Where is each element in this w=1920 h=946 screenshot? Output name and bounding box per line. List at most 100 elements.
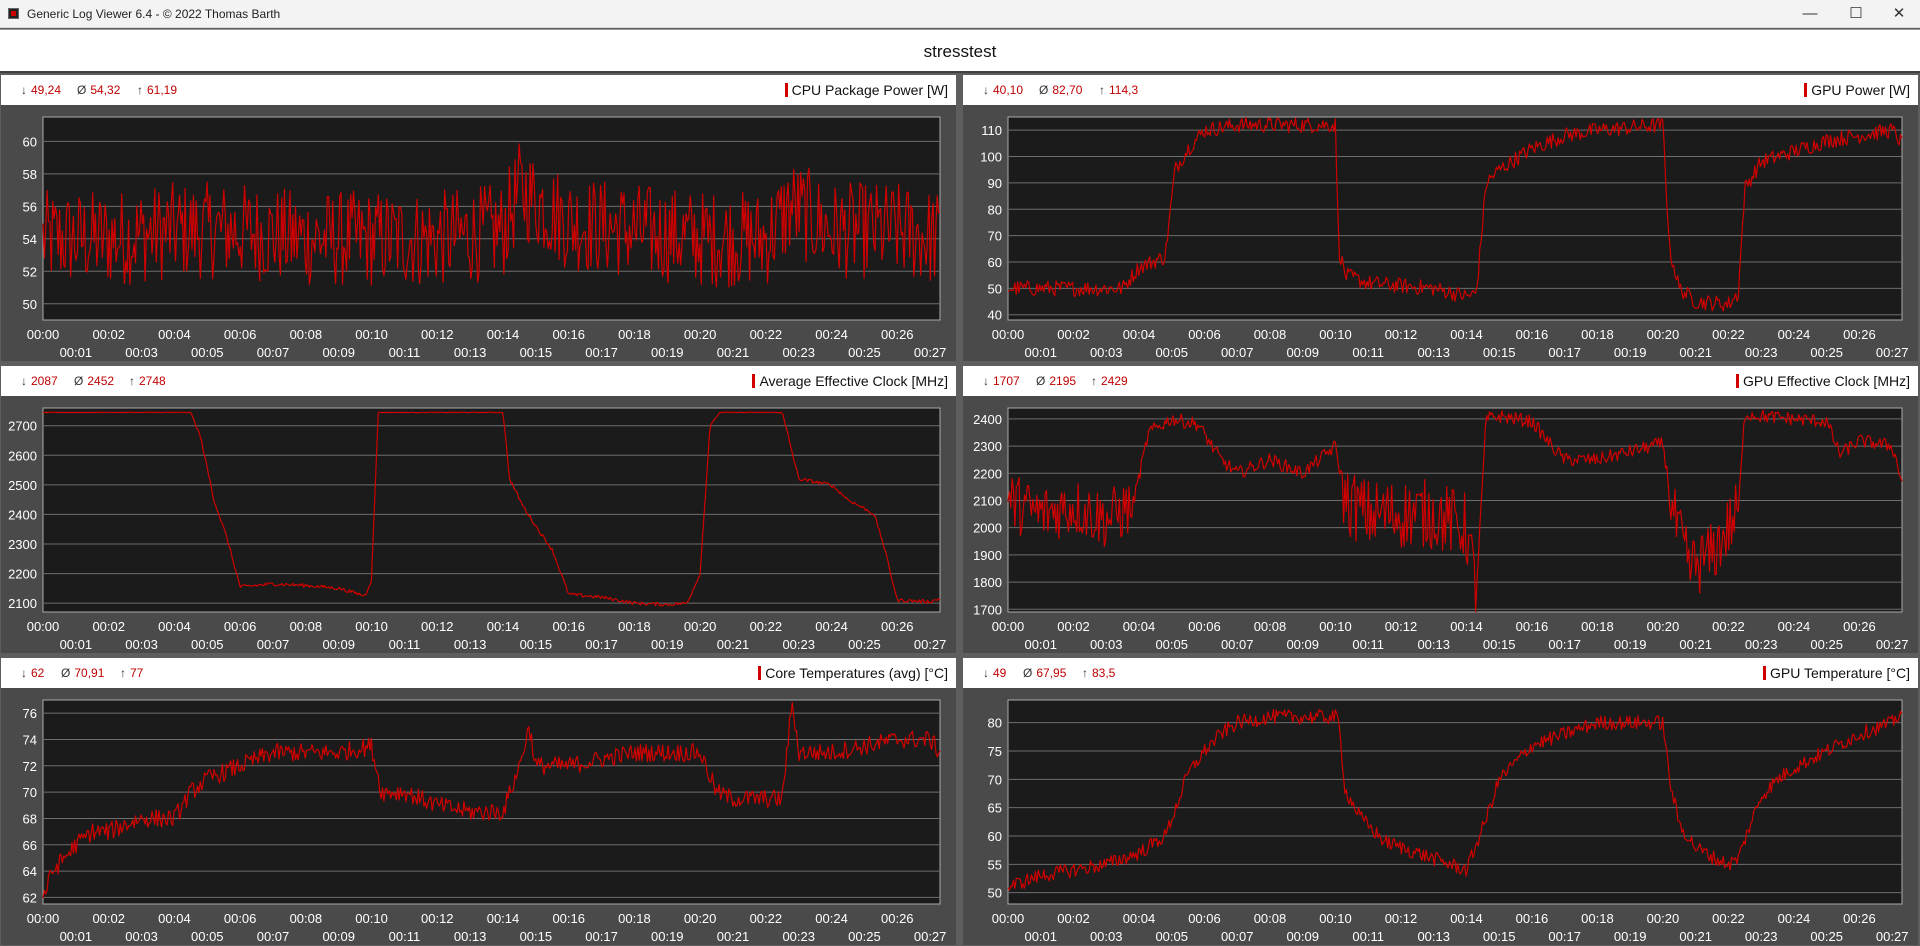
x-tick-label: 00:01 — [60, 929, 93, 944]
x-tick-label: 00:10 — [355, 327, 388, 342]
x-tick-label: 00:25 — [848, 929, 881, 944]
y-tick-label: 55 — [988, 857, 1002, 872]
y-tick-label: 52 — [23, 264, 37, 279]
x-tick-label: 00:10 — [355, 619, 388, 634]
x-tick-label: 00:00 — [992, 619, 1025, 634]
max-arrow-icon: ↑ — [1082, 666, 1088, 680]
x-tick-label: 00:04 — [158, 911, 191, 926]
x-tick-label: 00:17 — [585, 929, 618, 944]
x-tick-label: 00:06 — [1188, 619, 1221, 634]
x-tick-label: 00:03 — [125, 929, 158, 944]
x-tick-label: 00:21 — [717, 345, 750, 360]
close-button[interactable]: ✕ — [1892, 5, 1906, 22]
x-tick-label: 00:18 — [1581, 327, 1614, 342]
x-tick-label: 00:20 — [1647, 327, 1680, 342]
x-tick-label: 00:07 — [1221, 929, 1254, 944]
y-tick-label: 50 — [23, 297, 37, 312]
x-tick-label: 00:15 — [1483, 345, 1516, 360]
y-tick-label: 110 — [981, 123, 1002, 138]
y-tick-label: 40 — [988, 308, 1002, 323]
x-tick-label: 00:13 — [454, 929, 487, 944]
x-tick-label: 00:05 — [191, 637, 224, 652]
x-tick-label: 00:24 — [1778, 327, 1811, 342]
chart-svg: 626466687072747600:0000:0100:0200:0300:0… — [23, 699, 947, 944]
x-tick-label: 00:21 — [1679, 929, 1712, 944]
y-tick-label: 100 — [980, 150, 1002, 165]
y-tick-label: 50 — [988, 886, 1002, 901]
x-tick-label: 00:06 — [224, 327, 257, 342]
x-tick-label: 00:23 — [1745, 929, 1778, 944]
stat-min-value: 40,10 — [993, 83, 1024, 97]
stat-min-value: 49 — [993, 666, 1007, 680]
panel-gpu-effective-clock: ↓ 1707 Ø 2195 ↑ 2429 GPU Effective Clock [M… — [963, 366, 1918, 653]
x-tick-label: 00:21 — [1679, 637, 1712, 652]
y-tick-label: 80 — [988, 716, 1002, 731]
app-icon — [8, 8, 19, 19]
x-tick-label: 00:09 — [322, 345, 355, 360]
y-tick-label: 2600 — [8, 448, 37, 463]
panel-header: ↓ 49,24 Ø 54,32 ↑ 61,19 CPU Package Power [… — [1, 75, 956, 105]
y-tick-label: 65 — [988, 801, 1002, 816]
x-tick-label: 00:26 — [1843, 911, 1876, 926]
x-tick-label: 00:03 — [125, 345, 158, 360]
stat-avg: Ø 54,32 — [77, 83, 120, 97]
y-tick-label: 70 — [988, 229, 1002, 244]
x-tick-label: 00:23 — [782, 345, 815, 360]
stat-max-value: 2429 — [1101, 374, 1128, 388]
x-tick-label: 00:16 — [1516, 911, 1549, 926]
x-tick-label: 00:18 — [618, 619, 651, 634]
stat-avg: Ø 2452 — [74, 374, 114, 388]
x-tick-label: 00:14 — [487, 619, 520, 634]
x-tick-label: 00:05 — [1155, 345, 1188, 360]
x-tick-label: 00:14 — [487, 911, 520, 926]
x-tick-label: 00:18 — [618, 327, 651, 342]
panel-title: GPU Temperature [°C] — [1763, 665, 1910, 681]
x-tick-label: 00:12 — [421, 619, 454, 634]
stat-min: ↓ 1707 — [983, 374, 1020, 388]
x-tick-label: 00:07 — [1221, 345, 1254, 360]
minimize-button[interactable]: — — [1802, 5, 1818, 22]
stat-min: ↓ 2087 — [21, 374, 58, 388]
chart-area: 50 52 54 56 58 60 00:00 00:01 00:02 00:03 00:04 00:… — [1, 105, 956, 361]
panel-header: ↓ 49 Ø 67,95 ↑ 83,5 GPU Temperature [°C] — [963, 658, 1918, 688]
x-tick-label: 00:04 — [1123, 619, 1156, 634]
x-tick-label: 00:04 — [158, 619, 191, 634]
x-tick-label: 00:11 — [389, 637, 421, 652]
chart-area: 1700 1800 1900 2000 2100 2200 2300 2400 00:00 00:… — [963, 396, 1918, 653]
x-tick-label: 00:19 — [651, 637, 684, 652]
x-tick-label: 00:08 — [1254, 911, 1287, 926]
x-tick-label: 00:02 — [1057, 619, 1090, 634]
stat-min: ↓ 49 — [983, 666, 1006, 680]
stat-avg-value: 82,70 — [1052, 83, 1083, 97]
x-tick-label: 00:10 — [355, 911, 388, 926]
average-icon: Ø — [61, 666, 71, 680]
x-tick-label: 00:23 — [1745, 345, 1778, 360]
y-tick-label: 68 — [23, 811, 37, 826]
stat-avg: Ø 82,70 — [1039, 83, 1082, 97]
y-tick-label: 2400 — [973, 412, 1002, 427]
x-tick-label: 00:03 — [1090, 637, 1123, 652]
x-tick-label: 00:25 — [848, 637, 881, 652]
average-icon: Ø — [1039, 83, 1049, 97]
min-arrow-icon: ↓ — [983, 83, 989, 97]
maximize-button[interactable]: ☐ — [1849, 5, 1863, 22]
x-tick-label: 00:15 — [1483, 929, 1516, 944]
series-line — [42, 411, 941, 607]
y-tick-label: 2200 — [8, 567, 37, 582]
x-tick-label: 00:09 — [1286, 637, 1319, 652]
stat-min-value: 62 — [31, 666, 45, 680]
x-tick-label: 00:27 — [914, 929, 947, 944]
stat-max: ↑ 2429 — [1091, 374, 1128, 388]
x-tick-label: 00:25 — [848, 345, 881, 360]
x-tick-label: 00:01 — [60, 345, 93, 360]
log-header: stresstest — [0, 29, 1920, 73]
y-tick-label: 1900 — [973, 548, 1002, 563]
x-tick-label: 00:19 — [1614, 929, 1647, 944]
x-tick-label: 00:12 — [421, 327, 454, 342]
y-tick-label: 2300 — [973, 439, 1002, 454]
x-tick-label: 00:02 — [92, 327, 125, 342]
x-tick-label: 00:17 — [585, 345, 618, 360]
y-tick-label: 90 — [988, 176, 1002, 191]
x-tick-label: 00:14 — [1450, 619, 1483, 634]
panel-title: Core Temperatures (avg) [°C] — [758, 665, 948, 681]
